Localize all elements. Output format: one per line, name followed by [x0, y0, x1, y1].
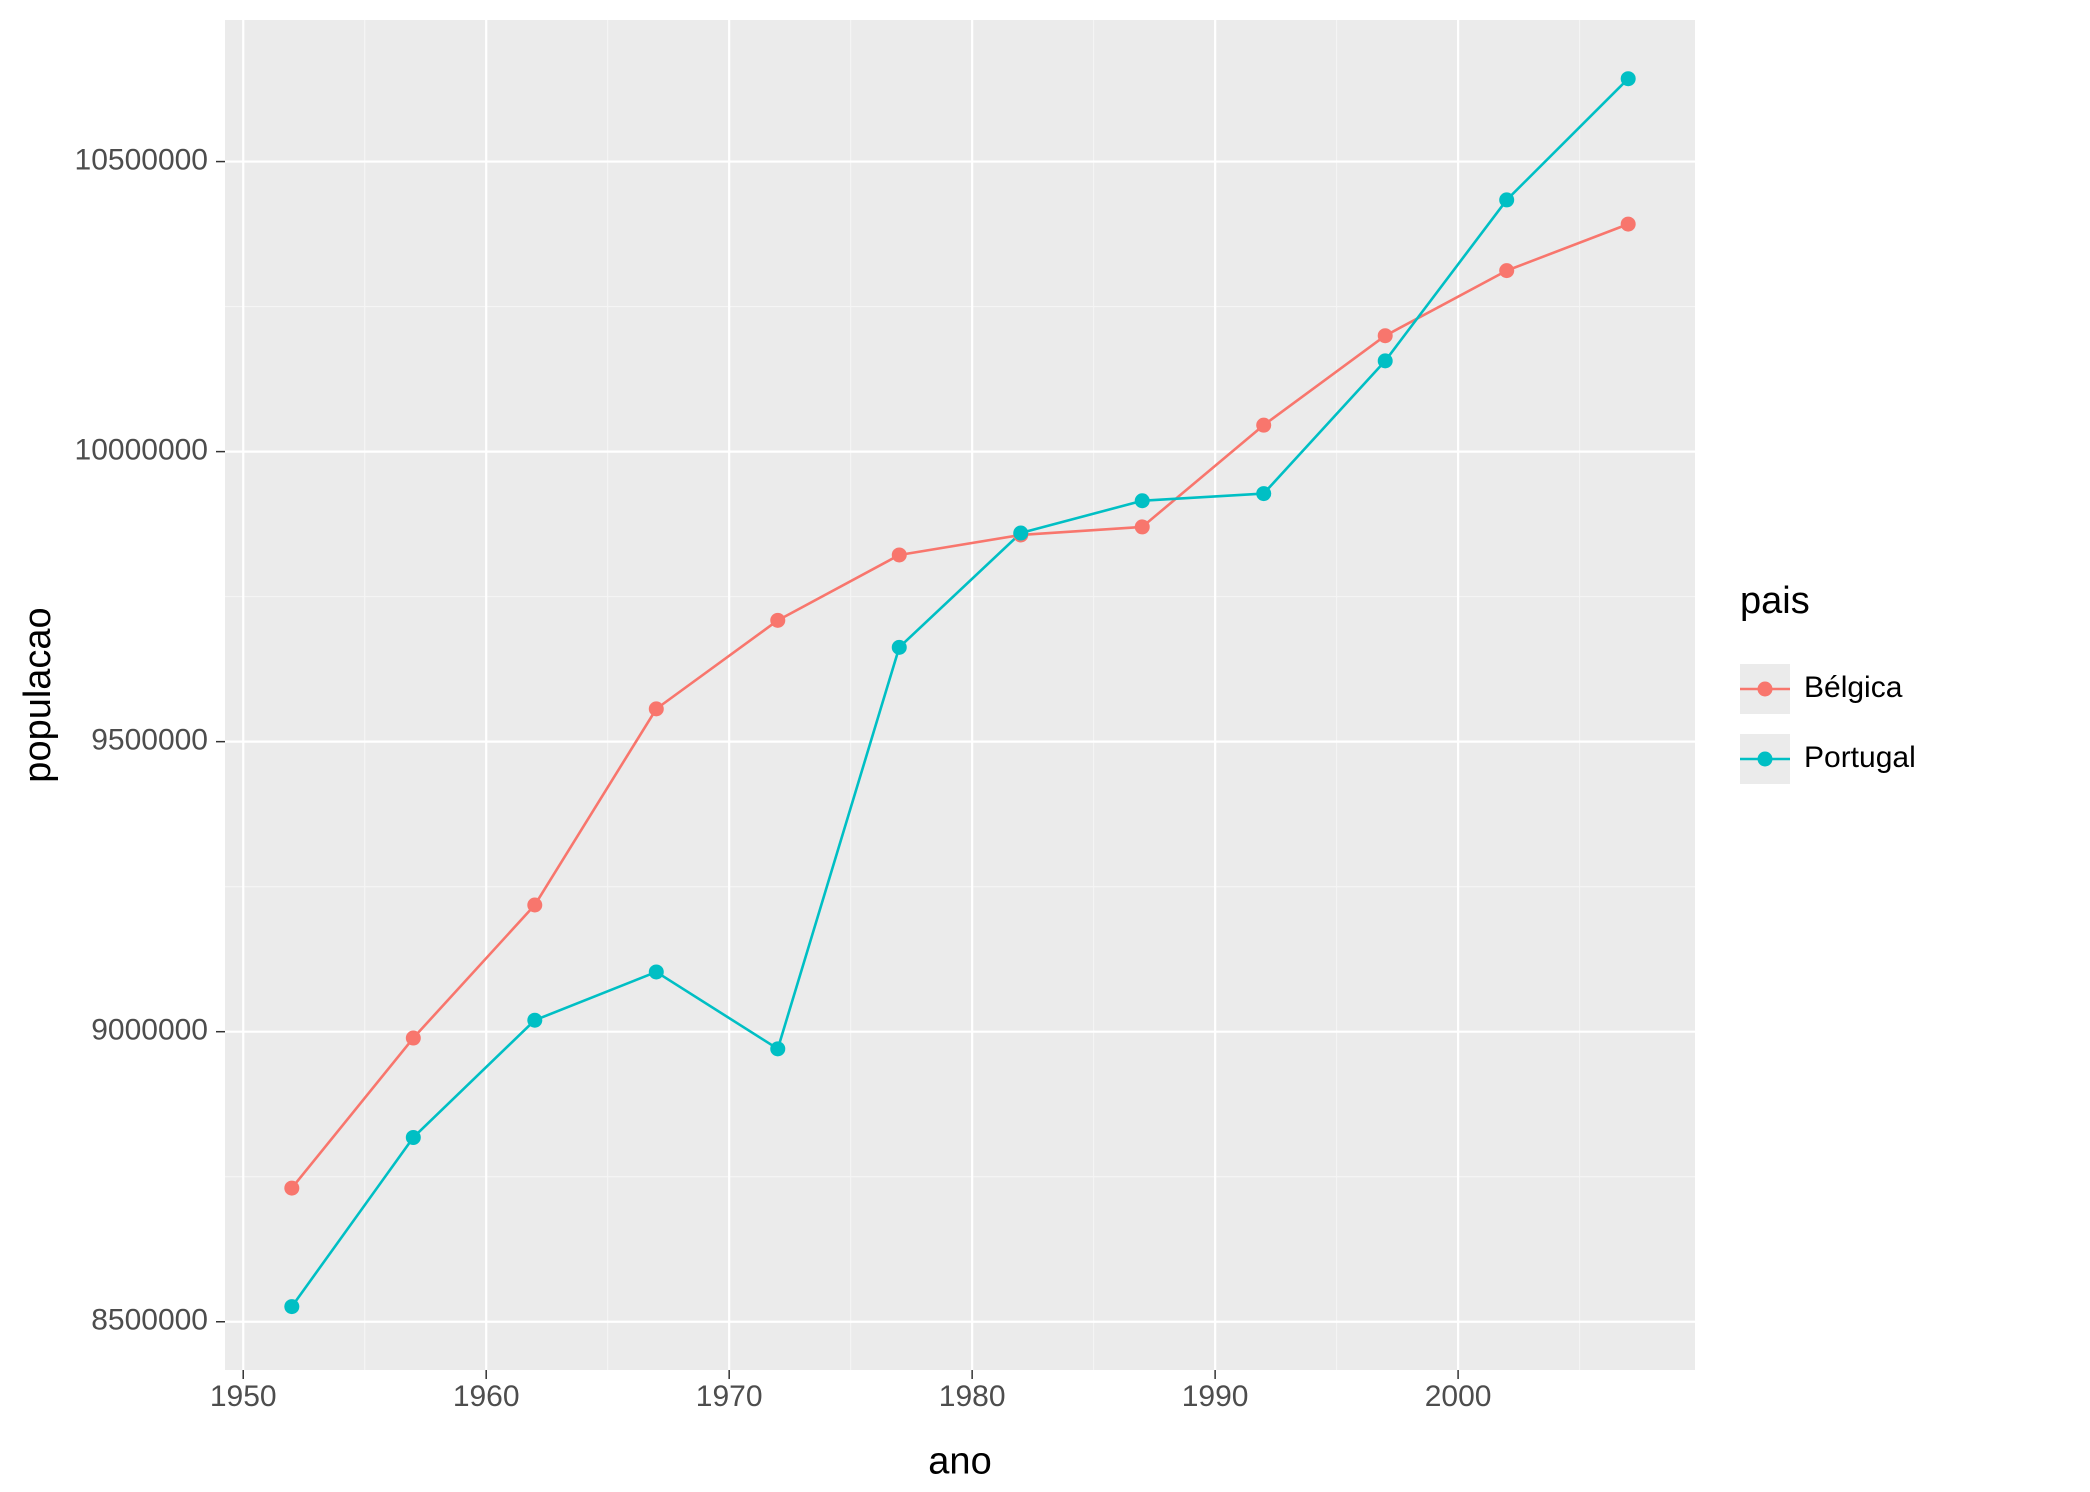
- population-line-chart: 1950 1960 1970 1980 1990 2000 8500000 9000000 95…: [0, 0, 2090, 1487]
- x-tick-label: 1960: [453, 1380, 520, 1413]
- series-point: [770, 1041, 785, 1056]
- y-tick-label: 8500000: [91, 1304, 208, 1337]
- legend-key-point: [1758, 682, 1773, 697]
- x-tick-label: 1970: [696, 1380, 763, 1413]
- legend-label: Portugal: [1804, 741, 1916, 774]
- y-tick-label: 10500000: [75, 143, 208, 176]
- series-point: [1378, 328, 1393, 343]
- series-point: [1013, 526, 1028, 541]
- series-point: [1499, 192, 1514, 207]
- series-point: [1256, 418, 1271, 433]
- series-point: [1135, 519, 1150, 534]
- legend-key-point: [1758, 752, 1773, 767]
- chart-container: 1950 1960 1970 1980 1990 2000 8500000 9000000 95…: [0, 0, 2090, 1487]
- series-point: [1621, 71, 1636, 86]
- series-point: [284, 1299, 299, 1314]
- series-point: [649, 701, 664, 716]
- x-tick-label: 1950: [210, 1380, 277, 1413]
- y-axis-title: populacao: [17, 607, 59, 782]
- series-point: [649, 964, 664, 979]
- series-point: [1499, 263, 1514, 278]
- y-tick-label: 9500000: [91, 724, 208, 757]
- y-tick-label: 10000000: [75, 434, 208, 467]
- x-tick-label: 2000: [1425, 1380, 1492, 1413]
- x-tick-label: 1980: [939, 1380, 1006, 1413]
- series-point: [1621, 217, 1636, 232]
- series-point: [1378, 353, 1393, 368]
- series-point: [406, 1130, 421, 1145]
- series-point: [1135, 493, 1150, 508]
- series-point: [284, 1181, 299, 1196]
- series-point: [1256, 486, 1271, 501]
- legend-title: pais: [1740, 580, 1810, 622]
- panel-bg: [225, 20, 1695, 1370]
- y-tick-label: 9000000: [91, 1014, 208, 1047]
- legend-label: Bélgica: [1804, 671, 1903, 704]
- series-point: [527, 1013, 542, 1028]
- series-point: [892, 640, 907, 655]
- series-point: [527, 898, 542, 913]
- x-axis-title: ano: [928, 1440, 991, 1482]
- x-tick-label: 1990: [1182, 1380, 1249, 1413]
- series-point: [770, 613, 785, 628]
- series-point: [892, 547, 907, 562]
- series-point: [406, 1031, 421, 1046]
